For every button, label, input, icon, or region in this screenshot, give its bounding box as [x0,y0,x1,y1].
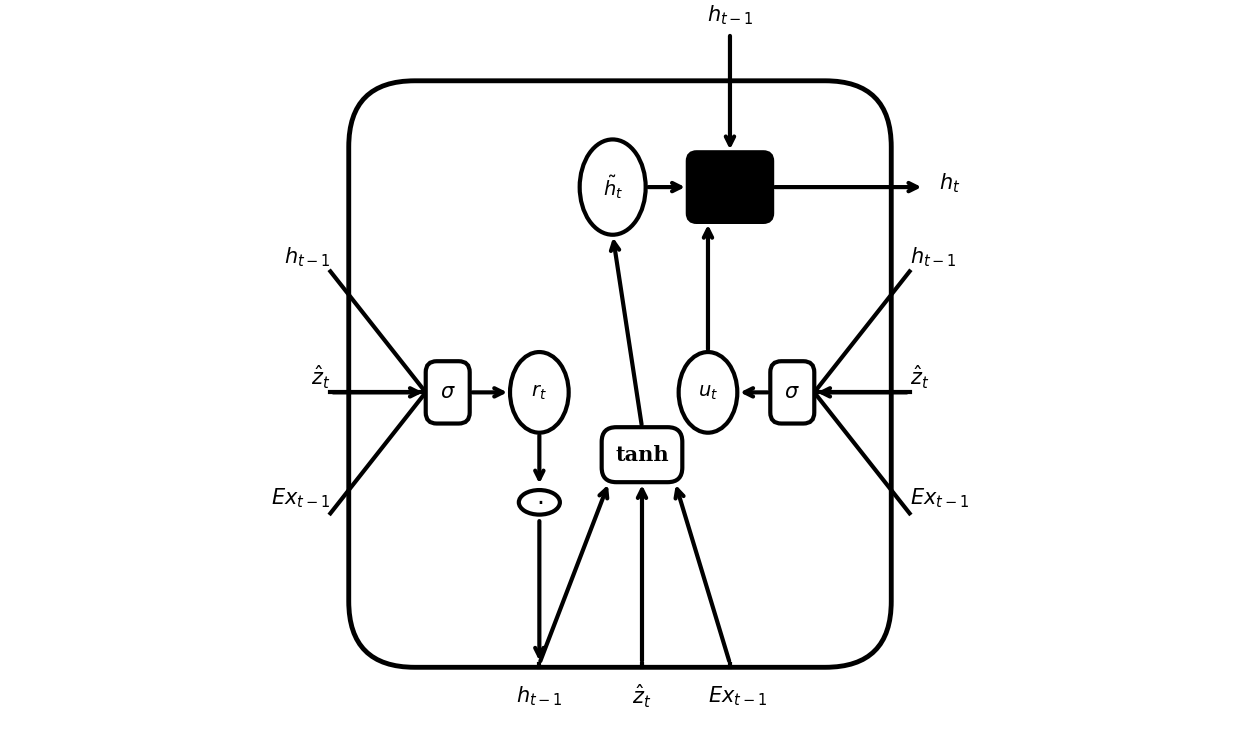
Text: $r_t$: $r_t$ [532,383,547,401]
Text: tanh: tanh [615,444,668,464]
Text: $\cdot$: $\cdot$ [536,491,543,514]
Text: $h_{t-1}$: $h_{t-1}$ [516,685,563,709]
Text: $\hat{z}_t$: $\hat{z}_t$ [311,364,330,391]
Ellipse shape [678,352,738,433]
Text: $\sigma$: $\sigma$ [440,383,455,402]
Text: $\tilde{h}_t$: $\tilde{h}_t$ [603,174,622,201]
Text: $h_{t-1}$: $h_{t-1}$ [284,245,330,269]
Text: $Ex_{t-1}$: $Ex_{t-1}$ [708,685,766,709]
Text: $h_t$: $h_t$ [939,171,960,195]
Text: $u_t$: $u_t$ [698,383,718,401]
Text: $\hat{z}_t$: $\hat{z}_t$ [910,364,929,391]
FancyBboxPatch shape [425,361,470,424]
Text: $\sigma$: $\sigma$ [785,383,800,402]
Text: $h_{t-1}$: $h_{t-1}$ [910,245,956,269]
Text: $\hat{z}_t$: $\hat{z}_t$ [632,683,652,710]
Text: $Ex_{t-1}$: $Ex_{t-1}$ [272,487,330,510]
FancyBboxPatch shape [770,361,815,424]
FancyBboxPatch shape [601,427,682,482]
Ellipse shape [518,490,560,515]
Ellipse shape [510,352,569,433]
Text: $h_{t-1}$: $h_{t-1}$ [707,3,754,27]
FancyBboxPatch shape [688,152,773,222]
Text: $Ex_{t-1}$: $Ex_{t-1}$ [910,487,968,510]
Ellipse shape [579,139,646,234]
